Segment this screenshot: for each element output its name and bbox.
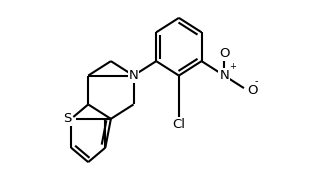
Text: O: O bbox=[219, 47, 230, 60]
Text: S: S bbox=[63, 112, 71, 125]
Text: O: O bbox=[247, 84, 257, 96]
Text: N: N bbox=[129, 69, 138, 82]
Text: Cl: Cl bbox=[172, 120, 185, 133]
Text: Cl: Cl bbox=[172, 118, 185, 131]
Text: -: - bbox=[255, 76, 258, 86]
Text: +: + bbox=[229, 62, 236, 71]
Text: N: N bbox=[219, 69, 229, 82]
